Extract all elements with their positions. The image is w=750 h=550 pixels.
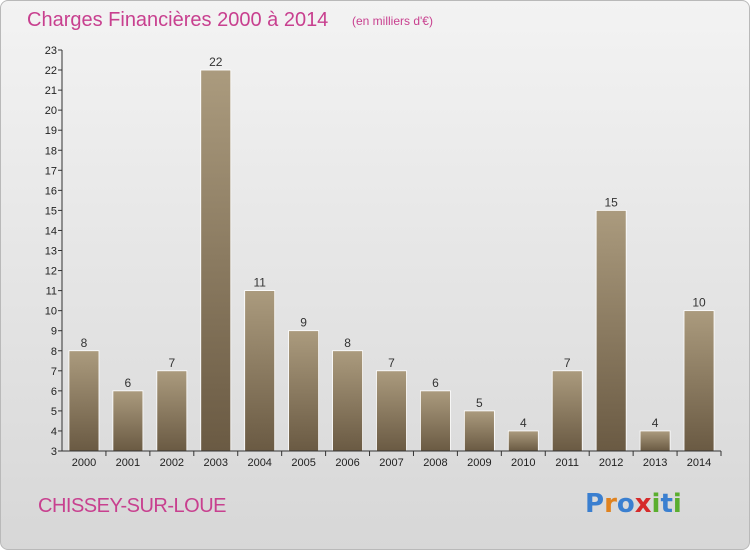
y-tick-label: 17 (45, 165, 57, 177)
x-tick-label: 2004 (247, 457, 271, 469)
x-tick-label: 2002 (160, 457, 184, 469)
y-tick-label: 20 (45, 105, 57, 117)
y-tick-label: 12 (45, 266, 57, 278)
bar (112, 390, 144, 452)
bars: 8 6 7 22 11 9 8 7 6 5 4 7 15 4 10 (68, 55, 715, 452)
y-axis: 3 4 5 6 7 8 9 10 11 12 13 14 15 16 17 18 19 20 21 22 23 (45, 45, 63, 458)
bar-value-label: 11 (253, 276, 266, 290)
bar-value-label: 15 (604, 195, 618, 209)
y-tick-label: 18 (45, 145, 57, 157)
y-tick-label: 9 (51, 326, 57, 338)
bar-value-label: 4 (652, 416, 659, 430)
x-tick-label: 2013 (643, 457, 667, 469)
logo-letter: x (634, 489, 652, 519)
x-tick-label: 2008 (423, 457, 447, 469)
bar (639, 430, 671, 452)
y-tick-label: 5 (51, 406, 57, 418)
bar-value-label: 6 (432, 376, 439, 390)
x-tick-label: 2010 (511, 457, 535, 469)
bar (551, 370, 583, 452)
y-tick-label: 22 (45, 65, 57, 77)
x-tick-label: 2012 (599, 457, 623, 469)
bar-value-label: 9 (300, 316, 307, 330)
bar-value-label: 4 (520, 416, 527, 430)
logo-letter: i (672, 489, 682, 519)
x-tick-label: 2001 (116, 457, 140, 469)
y-tick-label: 13 (45, 246, 57, 258)
bar (200, 69, 232, 452)
bar-value-label: 7 (168, 356, 175, 370)
bar (420, 390, 451, 452)
logo-letter: r (604, 489, 617, 519)
bar (288, 330, 320, 452)
y-tick-label: 21 (45, 85, 57, 97)
y-tick-label: 15 (45, 205, 57, 217)
logo-letter: o (616, 489, 635, 519)
x-tick-label: 2000 (72, 457, 96, 469)
y-tick-label: 8 (51, 346, 57, 358)
logo-letter: P (585, 489, 605, 519)
bar-value-label: 8 (344, 336, 351, 350)
x-tick-label: 2009 (467, 457, 491, 469)
y-tick-label: 10 (45, 306, 57, 318)
y-tick-label: 19 (45, 125, 57, 137)
y-tick-label: 6 (51, 386, 57, 398)
y-tick-label: 23 (45, 45, 57, 57)
bar-value-label: 7 (388, 356, 395, 370)
x-tick-label: 2011 (555, 457, 579, 469)
bar-value-label: 6 (125, 376, 132, 390)
chart-subtitle: (en milliers d'€) (352, 14, 433, 28)
bar-value-label: 7 (564, 356, 571, 370)
bar (244, 290, 276, 452)
bar (463, 410, 495, 452)
chart-title: Charges Financières 2000 à 2014 (27, 9, 329, 31)
bar-value-label: 22 (209, 55, 223, 69)
y-tick-label: 11 (46, 286, 57, 298)
bar-value-label: 10 (692, 296, 706, 310)
y-tick-label: 16 (45, 185, 57, 197)
x-tick-label: 2014 (687, 457, 711, 469)
bar (507, 430, 539, 452)
y-tick-label: 7 (51, 366, 57, 378)
logo-letter: t (660, 489, 673, 519)
logo-letter: i (651, 489, 661, 519)
bar (68, 350, 100, 452)
bar (332, 350, 363, 452)
bar (683, 310, 715, 452)
x-tick-label: 2007 (379, 457, 403, 469)
bar (595, 209, 627, 452)
bar (156, 370, 188, 452)
y-tick-label: 4 (51, 426, 57, 438)
proxiti-logo: Proxiti (585, 489, 682, 519)
x-tick-label: 2006 (335, 457, 359, 469)
x-axis: 2000 2001 2002 2003 2004 2005 2006 2007 2008 2009… (62, 450, 722, 469)
bar-value-label: 8 (81, 336, 88, 350)
x-tick-label: 2003 (204, 457, 228, 469)
x-tick-label: 2005 (291, 457, 315, 469)
commune-name: CHISSEY-SUR-LOUE (38, 495, 226, 517)
y-tick-label: 3 (51, 446, 57, 458)
bar-value-label: 5 (476, 396, 483, 410)
y-tick-label: 14 (45, 225, 57, 237)
bar (376, 370, 407, 452)
